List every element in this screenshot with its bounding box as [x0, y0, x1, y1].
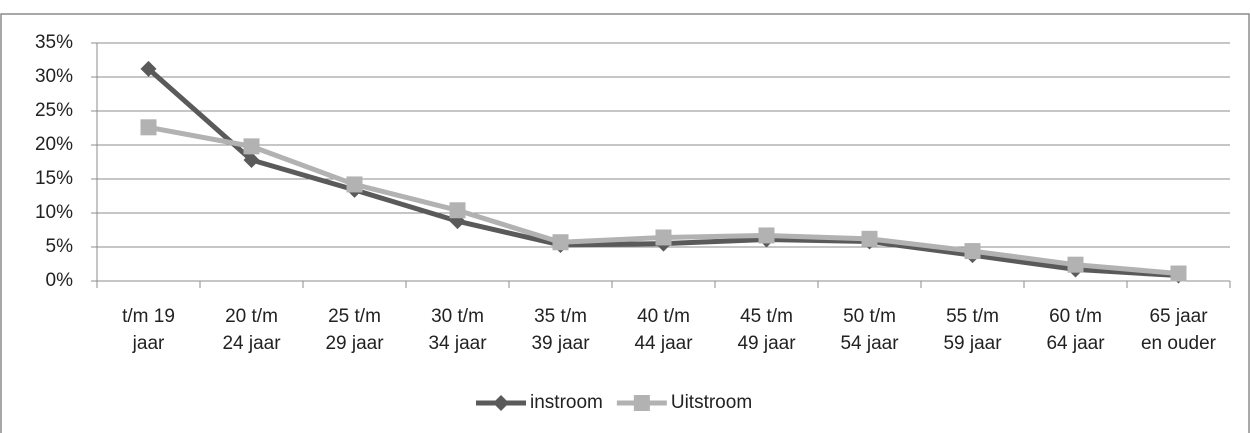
x-tick-label: 55 t/m	[946, 306, 999, 327]
marker	[243, 151, 260, 168]
x-tick-label: 30 t/m	[431, 306, 484, 327]
marker	[346, 176, 363, 193]
x-tick-label: 50 t/m	[843, 306, 896, 327]
y-tick-label: 5%	[46, 236, 74, 257]
x-tick-label: 65 jaar	[1149, 306, 1208, 327]
y-tick-label: 20%	[35, 134, 73, 155]
x-tick-label: en ouder	[1141, 333, 1217, 354]
marker	[758, 227, 775, 244]
x-tick-label: 24 jaar	[222, 333, 281, 354]
marker	[140, 60, 157, 77]
x-tick-label: 45 t/m	[740, 306, 793, 327]
y-tick-label: 15%	[35, 168, 73, 189]
legend-label: instroom	[530, 392, 603, 413]
x-tick-label: 40 t/m	[637, 306, 690, 327]
y-tick-label: 35%	[35, 32, 73, 53]
marker	[1170, 265, 1187, 282]
x-tick-label: 64 jaar	[1046, 333, 1105, 354]
x-tick-label: 29 jaar	[325, 333, 384, 354]
x-tick-label: 54 jaar	[840, 333, 899, 354]
y-tick-label: 25%	[35, 100, 73, 121]
chart-frame	[0, 13, 1250, 433]
marker	[552, 234, 569, 251]
x-tick-label: t/m 19	[122, 306, 175, 327]
x-tick-label: 34 jaar	[428, 333, 487, 354]
x-tick-label: 20 t/m	[225, 306, 278, 327]
x-tick-label: 39 jaar	[531, 333, 590, 354]
y-tick-label: 0%	[46, 270, 74, 291]
x-tick-label: 25 t/m	[328, 306, 381, 327]
marker	[243, 138, 260, 155]
x-tick-label: jaar	[132, 333, 165, 354]
x-tick-label: 59 jaar	[943, 333, 1002, 354]
marker	[655, 229, 672, 246]
y-tick-label: 10%	[35, 202, 73, 223]
x-tick-label: 49 jaar	[737, 333, 796, 354]
y-tick-label: 30%	[35, 66, 73, 87]
x-tick-label: 35 t/m	[534, 306, 587, 327]
marker	[964, 243, 981, 260]
marker	[633, 395, 650, 411]
marker	[1067, 256, 1084, 273]
marker	[140, 119, 157, 136]
x-tick-label: 60 t/m	[1049, 306, 1102, 327]
legend-label: Uitstroom	[671, 392, 752, 413]
marker	[493, 395, 509, 411]
marker	[449, 202, 466, 219]
x-tick-label: 44 jaar	[634, 333, 693, 354]
marker	[861, 230, 878, 247]
